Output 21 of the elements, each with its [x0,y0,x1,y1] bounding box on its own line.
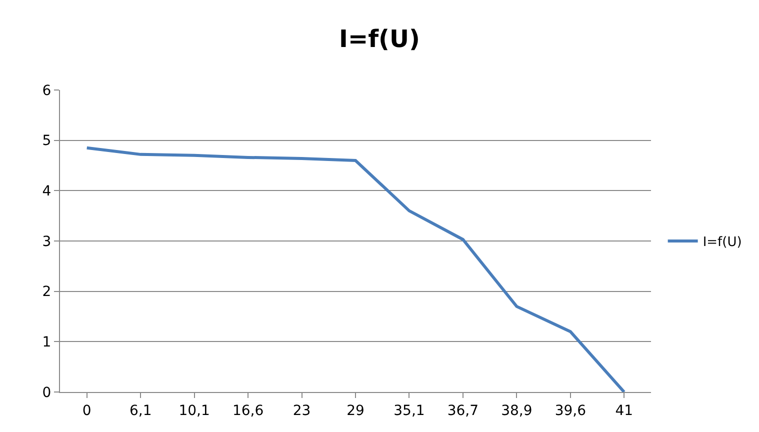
x-tick-label: 38,9 [501,402,532,419]
y-tick-label: 1 [42,334,52,351]
legend-label: I=f(U) [702,235,742,250]
x-tick-label: 39,6 [554,402,586,419]
chart-title: I=f(U) [339,25,420,54]
x-tick-label: 6,1 [129,402,152,419]
x-tick-label: 16,6 [232,402,264,419]
x-tick-label: 23 [292,402,311,419]
y-tick-label: 3 [42,234,52,250]
x-tick-label: 36,7 [447,402,479,419]
x-tick-label: 10,1 [178,402,210,419]
x-tick-label: 41 [615,402,634,419]
y-tick-label: 0 [42,384,52,401]
x-tick-label: 0 [82,402,92,419]
y-tick-label: 4 [42,184,52,200]
y-tick-label: 6 [42,82,52,99]
x-tick-label: 35,1 [394,402,425,419]
line-series [85,146,626,392]
y-tick-label: 5 [42,133,52,150]
x-tick-label: 29 [346,402,364,419]
y-tick-label: 2 [42,284,52,300]
